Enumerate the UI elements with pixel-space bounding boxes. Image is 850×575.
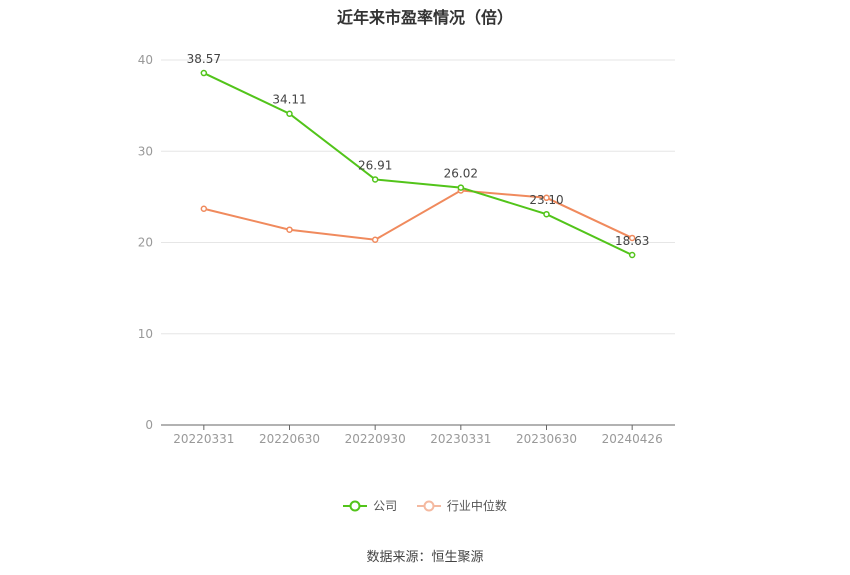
data-source-note: 数据来源：恒生聚源: [366, 550, 484, 565]
x-tick-label: 20230630: [516, 432, 577, 446]
y-tick-label: 0: [145, 418, 153, 432]
data-point-industry-median: [371, 236, 379, 244]
legend-line-marker-icon: [343, 500, 368, 511]
data-label: 23.10: [529, 193, 563, 207]
grid-lines: [161, 59, 675, 335]
series-line-industry-median: [203, 189, 633, 241]
series-lines: [200, 69, 636, 259]
y-tick-label: 10: [138, 327, 153, 341]
legend-label-company: 公司: [373, 499, 398, 513]
y-tick-label: 40: [138, 53, 153, 67]
data-label: 26.02: [444, 167, 478, 181]
data-point-industry-median: [200, 205, 208, 212]
x-tick-label: 20220331: [173, 432, 234, 446]
legend-line-marker-icon: [416, 500, 441, 511]
axes: 0 10 20 30 40 20220331 20220630 20220930 2023033…: [138, 53, 675, 446]
data-label: 18.63: [615, 234, 649, 248]
data-point-industry-median: [628, 234, 636, 242]
data-label: 38.57: [187, 52, 221, 66]
data-point-company: [286, 110, 293, 117]
x-tick-label: 20230331: [430, 432, 491, 446]
data-point-company: [371, 176, 379, 183]
data-label: 26.91: [358, 158, 392, 172]
data-point-industry-median: [543, 194, 550, 202]
data-point-company: [543, 210, 550, 218]
legend-item-industry-median[interactable]: 行业中位数: [416, 497, 507, 514]
x-tick-label: 20240426: [602, 432, 663, 446]
data-point-company: [457, 184, 465, 191]
chart-title: 近年来市盈率情况（倍）: [336, 8, 513, 27]
legend-item-company[interactable]: 公司: [343, 497, 397, 514]
y-tick-label: 20: [138, 236, 153, 250]
y-tick-label: 30: [138, 144, 153, 158]
legend-label-industry-median: 行业中位数: [446, 499, 507, 513]
data-point-company: [628, 251, 636, 259]
data-point-company: [200, 69, 208, 77]
data-label: 34.11: [272, 93, 306, 107]
data-point-industry-median: [286, 226, 293, 233]
x-tick-label: 20220930: [345, 432, 406, 446]
legend: 公司 行业中位数: [0, 497, 850, 516]
data-labels: 38.57 34.11 26.91 26.02 23.10 18.63: [187, 52, 650, 248]
series-line-company: [203, 72, 633, 256]
x-tick-label: 20220630: [259, 432, 320, 446]
